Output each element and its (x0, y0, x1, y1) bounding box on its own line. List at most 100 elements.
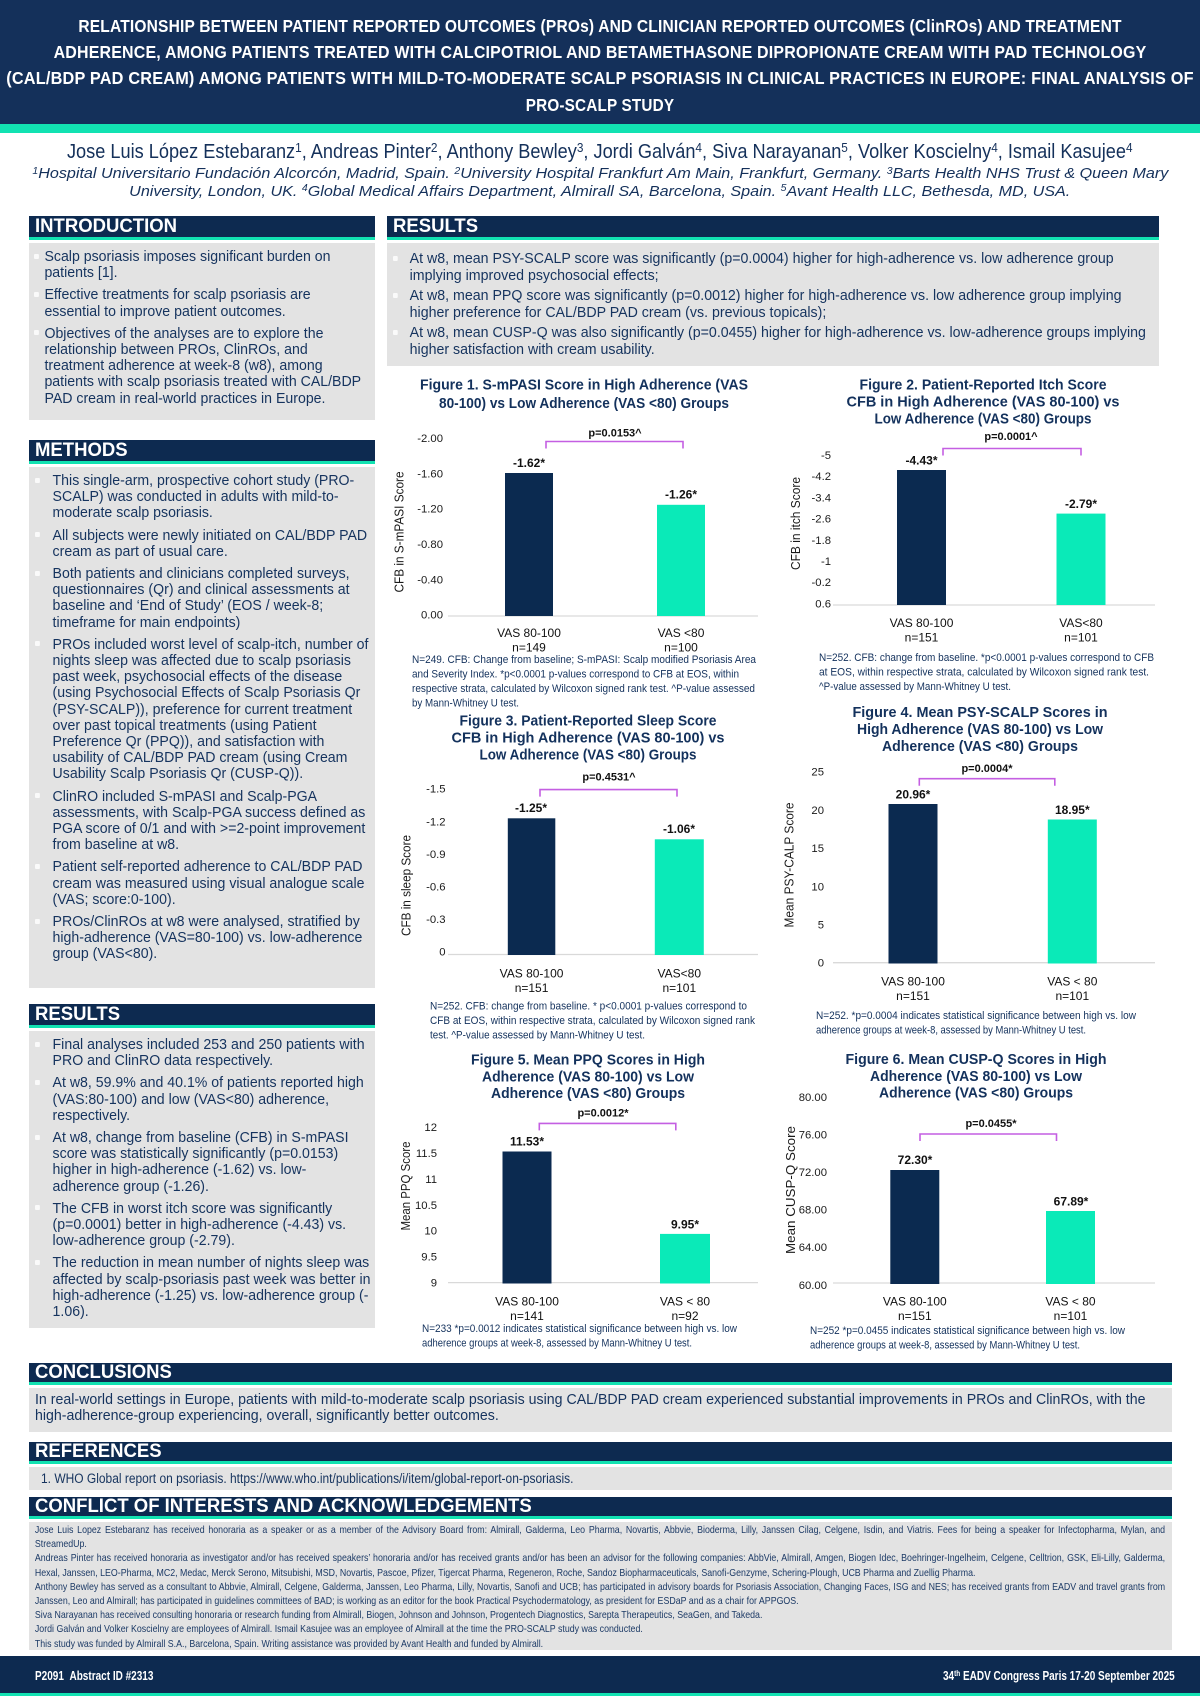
svg-text:Figure 2. Patient-Reported Itc: Figure 2. Patient-Reported Itch Score (860, 377, 1107, 394)
svg-text:-1: -1 (821, 556, 831, 568)
svg-text:-5: -5 (821, 450, 831, 462)
svg-text:-1.8: -1.8 (812, 535, 831, 547)
svg-text:Low Adherence (VAS <80) Groups: Low Adherence (VAS <80) Groups (480, 747, 697, 764)
svg-text:Adherence (VAS 80-100) vs Low: Adherence (VAS 80-100) vs Low (482, 1069, 694, 1086)
svg-text:-1.06*: -1.06* (663, 822, 695, 836)
svg-text:80-100) vs Low Adherence (VAS: 80-100) vs Low Adherence (VAS <80) Group… (439, 395, 729, 412)
svg-text:-0.9: -0.9 (426, 849, 445, 861)
svg-text:adherence groups at week-8, as: adherence groups at week-8, assessed by … (816, 1025, 1086, 1037)
svg-text:0: 0 (439, 947, 445, 959)
svg-text:by Mann-Whitney U test.: by Mann-Whitney U test. (412, 697, 519, 709)
svg-text:VAS 80-100: VAS 80-100 (883, 1295, 947, 1309)
svg-text:20.96*: 20.96* (896, 788, 931, 802)
svg-text:Figure 4. Mean PSY-SCALP Score: Figure 4. Mean PSY-SCALP Scores in (853, 704, 1108, 721)
svg-text:Figure 1. S-mPASI Score in Hig: Figure 1. S-mPASI Score in High Adherenc… (420, 377, 748, 394)
svg-text:Adherence (VAS 80-100) vs Low: Adherence (VAS 80-100) vs Low (870, 1068, 1082, 1085)
svg-text:n=101: n=101 (662, 981, 696, 995)
svg-text:VAS 80-100: VAS 80-100 (881, 975, 945, 989)
svg-text:n=100: n=100 (664, 641, 698, 655)
svg-text:p=0.0153^: p=0.0153^ (588, 428, 642, 440)
svg-text:n=141: n=141 (510, 1309, 544, 1323)
svg-text:-1.20: -1.20 (417, 504, 443, 516)
svg-text:0.6: 0.6 (815, 598, 831, 610)
svg-text:Mean CUSP-Q Score: Mean CUSP-Q Score (783, 1126, 798, 1254)
svg-text:N=249. CFB: Change from baseli: N=249. CFB: Change from baseline; S-mPAS… (412, 654, 757, 666)
svg-text:-1.2: -1.2 (426, 816, 445, 828)
svg-text:CFB in itch Score: CFB in itch Score (788, 477, 803, 570)
svg-text:N=252. CFB: change from baseli: N=252. CFB: change from baseline. *p<0.0… (819, 652, 1154, 664)
svg-text:CFB at EOS, within respective: CFB at EOS, within respective strata, ca… (430, 1015, 755, 1027)
svg-text:n=151: n=151 (896, 989, 930, 1003)
svg-text:-2.79*: -2.79* (1065, 497, 1097, 511)
svg-text:n=101: n=101 (1055, 989, 1089, 1003)
svg-text:-0.80: -0.80 (417, 539, 443, 551)
svg-text:9: 9 (431, 1278, 437, 1290)
svg-text:N=233 *p=0.0012 indicates stat: N=233 *p=0.0012 indicates statistical si… (422, 1323, 737, 1335)
svg-text:adherence groups at week-8, as: adherence groups at week-8, assessed by … (810, 1340, 1080, 1352)
svg-text:10: 10 (424, 1226, 437, 1238)
svg-text:12: 12 (424, 1122, 437, 1134)
svg-text:Mean PPQ Score: Mean PPQ Score (398, 1142, 413, 1231)
svg-text:Figure 3. Patient-Reported Sle: Figure 3. Patient-Reported Sleep Score (460, 713, 717, 730)
svg-text:10.5: 10.5 (415, 1200, 437, 1212)
svg-text:VAS < 80: VAS < 80 (1047, 975, 1097, 989)
svg-text:-1.60: -1.60 (417, 468, 443, 480)
svg-text:test. ^P-value assessed by Man: test. ^P-value assessed by Mann-Whitney … (430, 1030, 645, 1042)
svg-text:CFB in High Adherence (VAS 80-: CFB in High Adherence (VAS 80-100) vs (452, 730, 725, 747)
svg-text:n=92: n=92 (671, 1309, 698, 1323)
svg-text:p=0.0455*: p=0.0455* (965, 1118, 1017, 1130)
svg-text:Adherence (VAS <80) Groups: Adherence (VAS <80) Groups (882, 738, 1078, 755)
svg-text:adherence groups at week-8, as: adherence groups at week-8, assessed by … (422, 1338, 692, 1350)
svg-text:CFB in S-mPASI Score: CFB in S-mPASI Score (392, 472, 407, 593)
svg-text:-2.00: -2.00 (417, 433, 443, 445)
svg-text:VAS < 80: VAS < 80 (660, 1295, 710, 1309)
svg-text:15: 15 (811, 843, 824, 855)
svg-text:-3.4: -3.4 (812, 492, 831, 504)
svg-text:-0.3: -0.3 (426, 914, 445, 926)
svg-text:n=149: n=149 (512, 641, 546, 655)
svg-text:76.00: 76.00 (799, 1129, 827, 1141)
svg-text:-0.2: -0.2 (812, 577, 831, 589)
svg-text:respective strata, calculated: respective strata, calculated by Wilcoxo… (412, 683, 755, 695)
svg-text:10: 10 (811, 881, 824, 893)
svg-text:-1.62*: -1.62* (513, 456, 545, 470)
svg-text:VAS 80-100: VAS 80-100 (497, 626, 561, 640)
svg-text:-1.26*: -1.26* (665, 488, 697, 502)
svg-text:25: 25 (811, 767, 824, 779)
svg-text:p=0.0004*: p=0.0004* (961, 763, 1013, 775)
svg-text:9.95*: 9.95* (671, 1218, 699, 1232)
svg-text:VAS 80-100: VAS 80-100 (890, 616, 954, 630)
svg-text:18.95*: 18.95* (1055, 803, 1090, 817)
svg-text:11.5: 11.5 (416, 1148, 437, 1160)
svg-text:VAS 80-100: VAS 80-100 (495, 1295, 559, 1309)
svg-text:Mean PSY-CALP Score: Mean PSY-CALP Score (782, 803, 797, 928)
svg-text:Figure 6. Mean CUSP-Q Scores i: Figure 6. Mean CUSP-Q Scores in High (846, 1051, 1107, 1068)
svg-text:-1.5: -1.5 (426, 784, 445, 796)
svg-text:-4.43*: -4.43* (905, 454, 937, 468)
svg-text:n=101: n=101 (1054, 1309, 1088, 1323)
svg-text:N=252. *p=0.0004 indicates sta: N=252. *p=0.0004 indicates statistical s… (816, 1010, 1136, 1022)
svg-text:Figure 5. Mean PPQ Scores in H: Figure 5. Mean PPQ Scores in High (471, 1052, 705, 1069)
svg-text:VAS<80: VAS<80 (1059, 616, 1103, 630)
svg-text:67.89*: 67.89* (1054, 1195, 1089, 1209)
svg-text:VAS < 80: VAS < 80 (1045, 1295, 1095, 1309)
svg-text:5: 5 (818, 920, 824, 932)
svg-text:p=0.0001^: p=0.0001^ (984, 431, 1038, 443)
svg-text:^P-value assessed by Mann-Whit: ^P-value assessed by Mann-Whitney U test… (819, 681, 1011, 693)
svg-text:11.53*: 11.53* (510, 1135, 544, 1149)
svg-text:n=151: n=151 (515, 981, 549, 995)
svg-text:60.00: 60.00 (799, 1280, 827, 1292)
svg-text:n=151: n=151 (898, 1309, 932, 1323)
svg-text:at EOS, within respective stra: at EOS, within respective strata, calcul… (819, 667, 1149, 679)
svg-text:68.00: 68.00 (799, 1205, 827, 1217)
svg-text:VAS 80-100: VAS 80-100 (500, 967, 564, 981)
svg-text:and Severity Index. *p<0.0001: and Severity Index. *p<0.0001 p-values c… (412, 668, 739, 680)
svg-text:80.00: 80.00 (799, 1092, 827, 1104)
svg-text:n=151: n=151 (905, 631, 939, 645)
svg-text:Low Adherence (VAS <80) Groups: Low Adherence (VAS <80) Groups (875, 411, 1092, 428)
svg-text:-0.6: -0.6 (426, 882, 445, 894)
svg-text:11: 11 (425, 1174, 437, 1186)
svg-text:CFB in High Adherence (VAS 80-: CFB in High Adherence (VAS 80-100) vs (847, 394, 1120, 411)
svg-text:p=0.4531^: p=0.4531^ (582, 772, 636, 784)
svg-text:72.30*: 72.30* (898, 1153, 933, 1167)
